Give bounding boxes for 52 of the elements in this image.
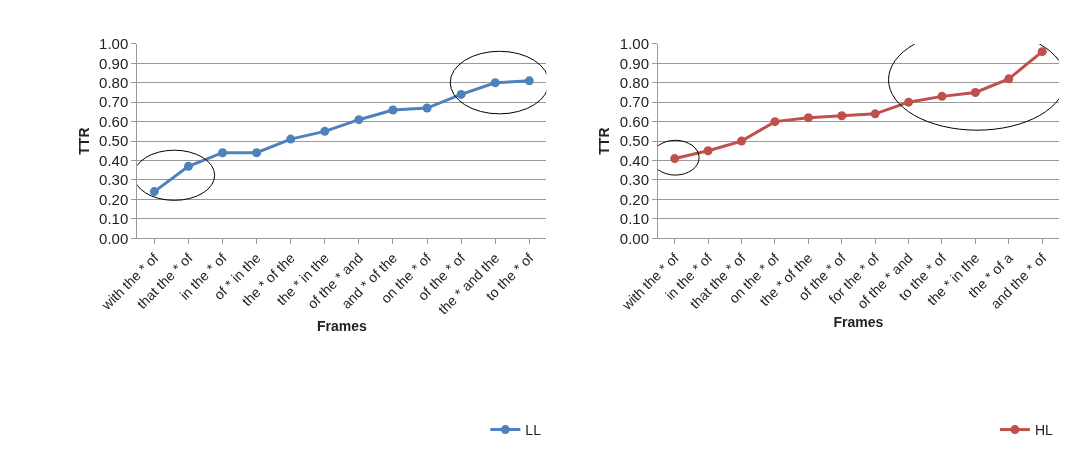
- point: [937, 91, 947, 101]
- y-tick-label: 0.80: [619, 74, 649, 92]
- y-tick-label: 1.00: [619, 35, 649, 53]
- y-tick-label: 0.00: [99, 229, 129, 247]
- point: [870, 109, 880, 119]
- y-tick-label: 0.20: [99, 190, 129, 208]
- point: [183, 161, 193, 171]
- point: [670, 154, 680, 164]
- y-tick-label: 0.10: [99, 210, 129, 228]
- y-tick-label: 0.60: [619, 112, 649, 130]
- y-axis-title: TTR: [75, 127, 92, 155]
- point: [703, 146, 713, 156]
- legend-label: HL: [1034, 422, 1054, 439]
- y-tick-label: 0.30: [99, 171, 129, 189]
- point: [524, 76, 534, 86]
- y-tick-label: 0.40: [99, 151, 129, 169]
- y-tick-label: 0.50: [99, 132, 129, 150]
- x-axis-title: Frames: [316, 317, 367, 334]
- point: [1004, 74, 1014, 84]
- y-tick-label: 0.00: [619, 229, 649, 247]
- point: [490, 78, 500, 88]
- point: [252, 148, 262, 158]
- x-axis-title: Frames: [833, 313, 884, 330]
- y-tick-label: 0.90: [619, 54, 649, 72]
- point: [456, 89, 466, 99]
- y-tick-label: 0.80: [99, 74, 129, 92]
- legend-label: LL: [525, 422, 542, 439]
- point: [354, 115, 364, 125]
- point: [388, 105, 398, 115]
- point: [904, 97, 914, 107]
- point: [970, 87, 980, 97]
- point: [286, 134, 296, 144]
- point: [320, 126, 330, 136]
- y-tick-label: 0.10: [619, 210, 649, 228]
- y-tick-label: 0.50: [619, 132, 649, 150]
- y-tick-label: 0.20: [619, 190, 649, 208]
- point: [837, 111, 847, 121]
- y-tick-label: 0.30: [619, 171, 649, 189]
- y-axis-title: TTR: [596, 127, 613, 155]
- point: [149, 187, 159, 197]
- y-tick-label: 0.90: [99, 54, 129, 72]
- y-tick-label: 0.60: [99, 112, 129, 130]
- point: [218, 148, 228, 158]
- y-tick-label: 0.40: [619, 151, 649, 169]
- point: [803, 113, 813, 123]
- point: [1037, 47, 1047, 57]
- point: [770, 117, 780, 127]
- y-tick-label: 1.00: [99, 35, 129, 53]
- y-tick-label: 0.70: [619, 93, 649, 111]
- point: [737, 136, 747, 146]
- y-tick-label: 0.70: [99, 93, 129, 111]
- point: [422, 103, 432, 113]
